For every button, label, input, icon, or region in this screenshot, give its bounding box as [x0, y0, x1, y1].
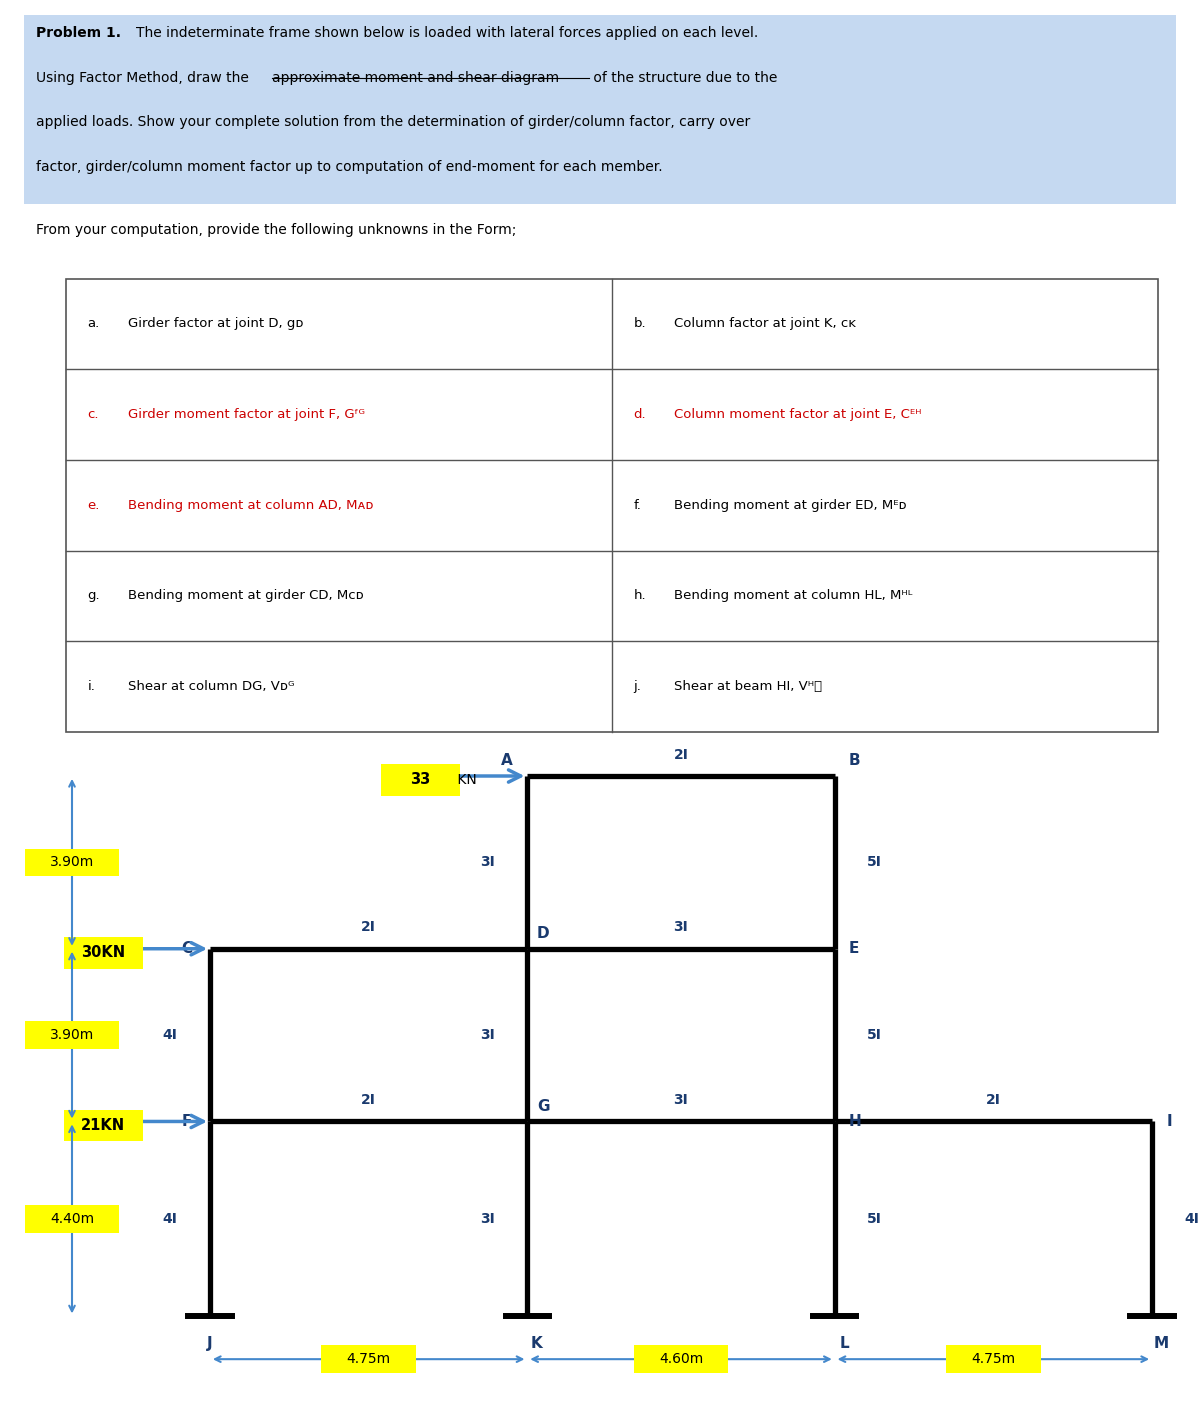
Text: h.: h.	[634, 589, 647, 603]
Text: Column factor at joint K, cᴋ: Column factor at joint K, cᴋ	[674, 317, 857, 331]
Text: Girder factor at joint D, gᴅ: Girder factor at joint D, gᴅ	[128, 317, 304, 331]
Text: a.: a.	[88, 317, 100, 331]
Text: 21KN: 21KN	[82, 1117, 125, 1133]
Text: Bending moment at girder CD, Mᴄᴅ: Bending moment at girder CD, Mᴄᴅ	[128, 589, 364, 603]
Text: K: K	[532, 1336, 542, 1352]
Text: d.: d.	[634, 408, 647, 421]
Text: From your computation, provide the following unknowns in the Form;: From your computation, provide the follo…	[36, 223, 516, 237]
Text: J: J	[208, 1336, 212, 1352]
FancyBboxPatch shape	[380, 764, 460, 796]
Text: 5I: 5I	[868, 855, 882, 869]
Text: L: L	[840, 1336, 850, 1352]
Text: Bending moment at column AD, Mᴀᴅ: Bending moment at column AD, Mᴀᴅ	[128, 499, 374, 512]
Text: approximate moment and shear diagram: approximate moment and shear diagram	[272, 70, 559, 84]
Text: 3I: 3I	[480, 855, 494, 869]
Text: 30KN: 30KN	[82, 945, 125, 960]
Text: F: F	[181, 1115, 192, 1129]
Text: 4I: 4I	[163, 1211, 178, 1225]
FancyBboxPatch shape	[64, 937, 143, 969]
Text: factor, girder/column moment factor up to computation of end-moment for each mem: factor, girder/column moment factor up t…	[36, 160, 662, 174]
Text: 4I: 4I	[163, 1028, 178, 1042]
Text: E: E	[850, 941, 859, 956]
Text: M: M	[1154, 1336, 1169, 1352]
Text: C: C	[181, 941, 192, 956]
Text: Bending moment at girder ED, Mᴱᴅ: Bending moment at girder ED, Mᴱᴅ	[674, 499, 907, 512]
Text: Problem 1.: Problem 1.	[36, 27, 121, 41]
Text: KN: KN	[452, 773, 476, 787]
FancyBboxPatch shape	[64, 1109, 143, 1141]
FancyBboxPatch shape	[24, 1206, 120, 1232]
Text: i.: i.	[88, 680, 96, 693]
Text: H: H	[850, 1115, 862, 1129]
Text: 33: 33	[410, 773, 431, 788]
Text: 4.60m: 4.60m	[659, 1352, 703, 1366]
Text: D: D	[536, 925, 550, 941]
Text: b.: b.	[634, 317, 647, 331]
Text: 2I: 2I	[673, 747, 689, 761]
Text: 4.75m: 4.75m	[347, 1352, 391, 1366]
Text: Column moment factor at joint E, Cᴱᴴ: Column moment factor at joint E, Cᴱᴴ	[674, 408, 922, 421]
Text: 4.75m: 4.75m	[971, 1352, 1015, 1366]
Text: 5I: 5I	[868, 1211, 882, 1225]
Text: 3.90m: 3.90m	[50, 855, 94, 869]
Text: The indeterminate frame shown below is loaded with lateral forces applied on eac: The indeterminate frame shown below is l…	[136, 27, 758, 41]
Text: G: G	[536, 1099, 550, 1113]
Text: c.: c.	[88, 408, 100, 421]
Text: 3I: 3I	[480, 1211, 494, 1225]
Text: A: A	[502, 753, 512, 768]
FancyBboxPatch shape	[24, 15, 1176, 205]
Text: j.: j.	[634, 680, 642, 693]
FancyBboxPatch shape	[322, 1346, 416, 1373]
Text: g.: g.	[88, 589, 101, 603]
Text: 3I: 3I	[673, 920, 689, 934]
Text: 2I: 2I	[361, 1094, 376, 1108]
Text: f.: f.	[634, 499, 642, 512]
FancyBboxPatch shape	[946, 1346, 1040, 1373]
Text: 3I: 3I	[673, 1094, 689, 1108]
Text: of the structure due to the: of the structure due to the	[589, 70, 778, 84]
Text: I: I	[1166, 1115, 1172, 1129]
FancyBboxPatch shape	[634, 1346, 728, 1373]
Text: 4.40m: 4.40m	[50, 1211, 94, 1225]
Text: 2I: 2I	[361, 920, 376, 934]
Text: applied loads. Show your complete solution from the determination of girder/colu: applied loads. Show your complete soluti…	[36, 115, 750, 129]
Text: 3.90m: 3.90m	[50, 1028, 94, 1042]
Text: 4I: 4I	[1184, 1211, 1199, 1225]
Text: Shear at beam HI, Vᴴ፦: Shear at beam HI, Vᴴ፦	[674, 680, 822, 693]
FancyBboxPatch shape	[24, 1021, 120, 1049]
Text: Using Factor Method, draw the: Using Factor Method, draw the	[36, 70, 253, 84]
Text: 2I: 2I	[986, 1094, 1001, 1108]
Text: e.: e.	[88, 499, 100, 512]
Text: B: B	[850, 753, 860, 768]
FancyBboxPatch shape	[66, 279, 1158, 732]
Text: 3I: 3I	[480, 1028, 494, 1042]
FancyBboxPatch shape	[24, 848, 120, 876]
Text: Shear at column DG, Vᴅᴳ: Shear at column DG, Vᴅᴳ	[128, 680, 295, 693]
Text: Girder moment factor at joint F, Gᶠᴳ: Girder moment factor at joint F, Gᶠᴳ	[128, 408, 365, 421]
Text: Bending moment at column HL, Mᴴᴸ: Bending moment at column HL, Mᴴᴸ	[674, 589, 913, 603]
Text: 5I: 5I	[868, 1028, 882, 1042]
